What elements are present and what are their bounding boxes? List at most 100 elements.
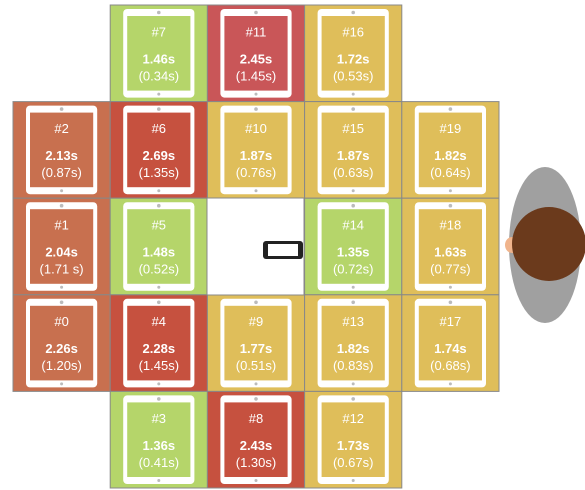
tile-time: 2.45s [240,51,273,66]
camera [157,11,161,15]
button [157,286,160,289]
tile-label: #7 [152,24,166,39]
tile-time: 2.43s [240,438,273,453]
tile-sd: (1.71 s) [40,262,84,277]
tile: #22.13s(0.87s) [13,102,110,199]
tile-sd: (0.64s) [430,165,470,180]
tile-time: 1.87s [240,148,273,163]
tile-time: 1.82s [434,148,467,163]
tile: #19 1.82s (0.64s) [402,102,499,199]
tile-label: #10 [245,121,267,136]
tile: #3 1.36s (0.41s) [110,391,207,488]
camera [60,107,64,111]
tile: #161.72s(0.53s) [305,5,402,102]
button [352,382,355,385]
tile-label: #3 [152,411,166,426]
camera [351,107,355,111]
tile: #18 1.63s (0.77s) [402,198,499,295]
tile: #10 1.87s (0.76s) [207,102,304,199]
tile: #121.73s(0.67s) [305,391,402,488]
tile-time: 1.74s [434,341,467,356]
button [60,286,63,289]
button [449,189,452,192]
camera [157,301,161,305]
tile-sd: (0.34s) [139,68,179,83]
tile-time: 1.87s [337,148,370,163]
tile-label: #14 [342,218,364,233]
tile-sd: (1.35s) [139,165,179,180]
button [157,382,160,385]
tile-label: #11 [246,24,267,39]
tile-label: #1 [54,218,68,233]
tile-sd: (0.51s) [236,358,276,373]
button [352,93,355,96]
tile-sd: (1.45s) [236,68,276,83]
tile-label: #6 [152,121,166,136]
tile-label: #15 [342,121,364,136]
camera [157,397,161,401]
phone [263,241,303,259]
person [505,167,585,323]
button [255,189,258,192]
tile-sd: (0.52s) [139,262,179,277]
tile-time: 2.04s [45,245,78,260]
tile: #6 2.69s (1.35s) [110,102,207,199]
tile-sd: (0.68s) [430,358,470,373]
tile-time: 2.69s [143,148,176,163]
diagram: #71.46s(0.34s)#112.45s(1.45s)#161.72s(0.… [0,0,585,490]
tile-sd: (0.77s) [430,262,470,277]
tile-label: #18 [440,218,462,233]
tile-sd: (0.53s) [333,68,373,83]
button [255,382,258,385]
camera [157,107,161,111]
camera [449,107,453,111]
button [60,382,63,385]
tile-sd: (1.45s) [139,358,179,373]
tile-time: 1.36s [143,438,176,453]
button [352,189,355,192]
tile-time: 1.63s [434,245,467,260]
tile-sd: (0.76s) [236,165,276,180]
tile: #15 1.87s (0.63s) [305,102,402,199]
button [449,382,452,385]
tile: #11 2.45s (1.45s) [207,5,304,102]
tile-label: #13 [342,314,364,329]
tile-sd: (0.87s) [41,165,81,180]
button [255,479,258,482]
tile-sd: (0.41s) [139,455,179,470]
camera [351,397,355,401]
camera [157,204,161,208]
button [352,479,355,482]
camera [449,301,453,305]
button [352,286,355,289]
tile: #131.82s(0.83s) [305,295,402,392]
button [449,286,452,289]
camera [60,204,64,208]
tile: #7 1.46s (0.34s) [110,5,207,102]
tile-label: #17 [440,314,462,329]
tile: #51.48s(0.52s) [110,198,207,295]
tile-sd: (0.63s) [333,165,373,180]
tile-sd: (0.83s) [333,358,373,373]
tile-time: 1.46s [143,51,176,66]
tile: #91.77s(0.51s) [207,295,304,392]
tile-time: 2.28s [143,341,176,356]
tile-label: #5 [152,218,166,233]
tile-sd: (0.72s) [333,262,373,277]
camera [449,204,453,208]
tile: #82.43s(1.30s) [207,391,304,488]
tile-label: #8 [249,411,263,426]
tile-time: 1.73s [337,438,370,453]
button [157,189,160,192]
tile-sd: (0.67s) [333,455,373,470]
tile-label: #2 [54,121,68,136]
camera [60,301,64,305]
button [255,93,258,96]
camera [351,204,355,208]
camera [254,397,258,401]
tile-time: 1.72s [337,51,370,66]
camera [254,107,258,111]
camera [351,11,355,15]
camera [351,301,355,305]
tile-label: #19 [440,121,462,136]
